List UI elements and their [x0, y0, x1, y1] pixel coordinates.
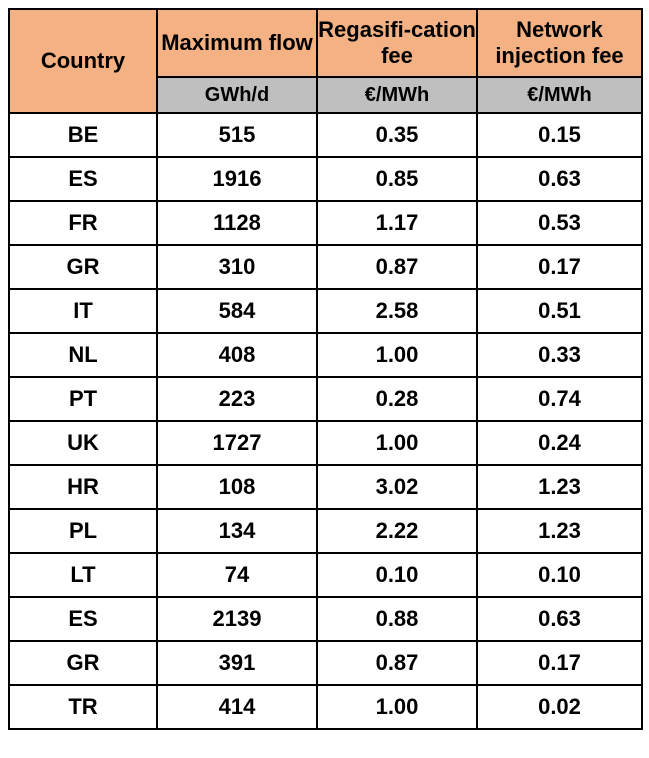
- cell-regas: 0.10: [317, 553, 477, 597]
- cell-regas: 0.35: [317, 113, 477, 157]
- cell-inj: 1.23: [477, 509, 642, 553]
- cell-inj: 0.02: [477, 685, 642, 729]
- cell-regas: 0.28: [317, 377, 477, 421]
- cell-maxflow: 74: [157, 553, 317, 597]
- cell-regas: 0.87: [317, 245, 477, 289]
- header-inj: Network injection fee: [477, 9, 642, 77]
- cell-maxflow: 108: [157, 465, 317, 509]
- cell-regas: 1.00: [317, 333, 477, 377]
- cell-inj: 0.33: [477, 333, 642, 377]
- table-row: FR11281.170.53: [9, 201, 642, 245]
- cell-country: LT: [9, 553, 157, 597]
- cell-maxflow: 1727: [157, 421, 317, 465]
- cell-inj: 0.10: [477, 553, 642, 597]
- cell-maxflow: 515: [157, 113, 317, 157]
- header-row-labels: Country Maximum flow Regasifi-cation fee…: [9, 9, 642, 77]
- table-row: PT2230.280.74: [9, 377, 642, 421]
- cell-inj: 0.74: [477, 377, 642, 421]
- cell-regas: 1.00: [317, 685, 477, 729]
- cell-maxflow: 408: [157, 333, 317, 377]
- table-row: NL4081.000.33: [9, 333, 642, 377]
- cell-inj: 0.63: [477, 157, 642, 201]
- cell-country: ES: [9, 597, 157, 641]
- cell-country: UK: [9, 421, 157, 465]
- cell-inj: 0.53: [477, 201, 642, 245]
- fees-table: Country Maximum flow Regasifi-cation fee…: [8, 8, 643, 730]
- cell-maxflow: 2139: [157, 597, 317, 641]
- cell-country: GR: [9, 245, 157, 289]
- cell-regas: 3.02: [317, 465, 477, 509]
- cell-country: PL: [9, 509, 157, 553]
- header-country: Country: [9, 9, 157, 113]
- table-row: BE5150.350.15: [9, 113, 642, 157]
- cell-inj: 0.24: [477, 421, 642, 465]
- table-row: HR1083.021.23: [9, 465, 642, 509]
- table-row: ES19160.850.63: [9, 157, 642, 201]
- cell-maxflow: 1916: [157, 157, 317, 201]
- cell-maxflow: 584: [157, 289, 317, 333]
- header-regas: Regasifi-cation fee: [317, 9, 477, 77]
- cell-maxflow: 391: [157, 641, 317, 685]
- cell-inj: 0.63: [477, 597, 642, 641]
- cell-maxflow: 1128: [157, 201, 317, 245]
- table-row: TR4141.000.02: [9, 685, 642, 729]
- cell-regas: 0.88: [317, 597, 477, 641]
- cell-inj: 1.23: [477, 465, 642, 509]
- unit-inj: €/MWh: [477, 77, 642, 113]
- cell-country: BE: [9, 113, 157, 157]
- cell-maxflow: 134: [157, 509, 317, 553]
- cell-country: HR: [9, 465, 157, 509]
- cell-country: ES: [9, 157, 157, 201]
- cell-inj: 0.17: [477, 245, 642, 289]
- cell-regas: 0.87: [317, 641, 477, 685]
- table-row: UK17271.000.24: [9, 421, 642, 465]
- header-maxflow: Maximum flow: [157, 9, 317, 77]
- cell-maxflow: 310: [157, 245, 317, 289]
- cell-maxflow: 223: [157, 377, 317, 421]
- cell-country: IT: [9, 289, 157, 333]
- cell-regas: 2.58: [317, 289, 477, 333]
- unit-maxflow: GWh/d: [157, 77, 317, 113]
- cell-regas: 1.17: [317, 201, 477, 245]
- cell-regas: 1.00: [317, 421, 477, 465]
- cell-country: NL: [9, 333, 157, 377]
- table-row: GR3100.870.17: [9, 245, 642, 289]
- table-body: BE5150.350.15ES19160.850.63FR11281.170.5…: [9, 113, 642, 729]
- cell-country: FR: [9, 201, 157, 245]
- cell-maxflow: 414: [157, 685, 317, 729]
- cell-regas: 0.85: [317, 157, 477, 201]
- table-row: GR3910.870.17: [9, 641, 642, 685]
- cell-country: TR: [9, 685, 157, 729]
- table-row: PL1342.221.23: [9, 509, 642, 553]
- cell-inj: 0.15: [477, 113, 642, 157]
- cell-country: PT: [9, 377, 157, 421]
- cell-inj: 0.17: [477, 641, 642, 685]
- table-row: ES21390.880.63: [9, 597, 642, 641]
- cell-inj: 0.51: [477, 289, 642, 333]
- cell-country: GR: [9, 641, 157, 685]
- unit-regas: €/MWh: [317, 77, 477, 113]
- table-row: IT5842.580.51: [9, 289, 642, 333]
- table-row: LT740.100.10: [9, 553, 642, 597]
- cell-regas: 2.22: [317, 509, 477, 553]
